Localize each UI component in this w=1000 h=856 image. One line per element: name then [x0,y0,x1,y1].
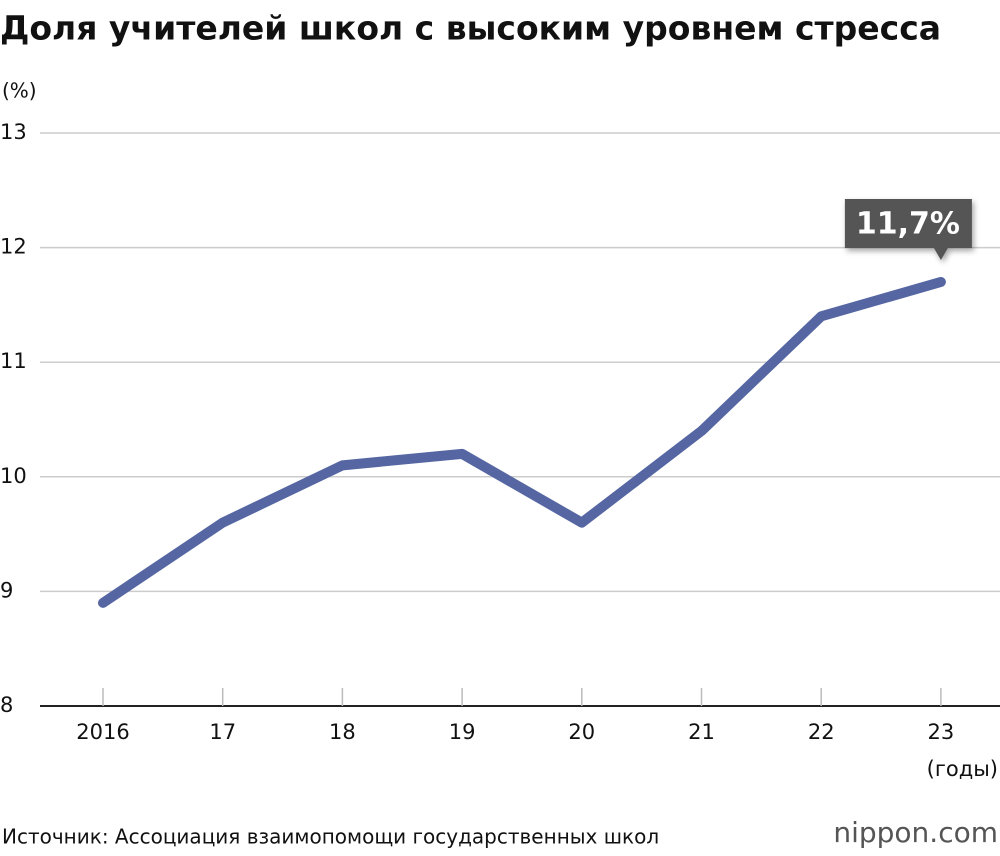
y-tick-label: 8 [0,693,13,717]
x-tick-label: 22 [808,720,835,744]
y-unit: (%) [2,79,37,103]
x-tick-label: 20 [568,720,595,744]
x-tick-label: 18 [329,720,356,744]
y-tick-label: 13 [0,120,27,144]
y-tick-label: 12 [0,235,27,259]
source: Источник: Ассоциация взаимопомощи госуда… [2,825,659,849]
y-tick-label: 9 [0,578,13,602]
value-label: 11,7% [856,206,960,241]
x-tick-label: 19 [449,720,476,744]
x-tick-label: 21 [688,720,715,744]
logo: nippon.com [833,816,998,849]
label-box [844,198,972,260]
x-unit: (годы) [927,757,998,781]
chart-title: Доля учителей школ с высоким уровнем стр… [0,9,941,48]
y-tick-label: 11 [0,349,27,373]
x-tick-label: 17 [209,720,236,744]
line [98,276,946,608]
x-tick-label: 2016 [76,720,129,744]
x-tick-label: 23 [928,720,955,744]
y-tick-label: 10 [0,464,27,488]
